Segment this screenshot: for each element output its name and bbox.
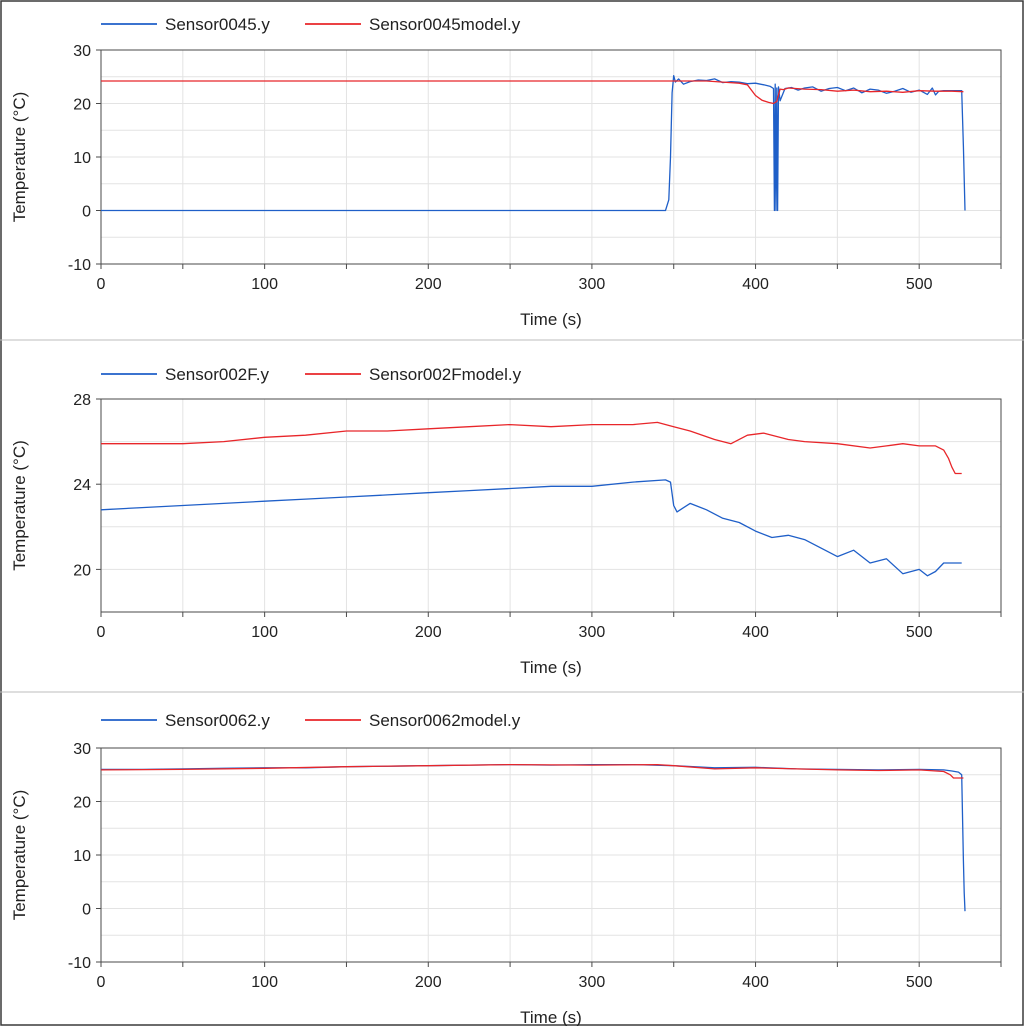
x-tick-label: 0 xyxy=(97,974,106,991)
plot-border xyxy=(100,398,1002,613)
x-tick-label: 300 xyxy=(579,276,606,293)
x-tick-label: 0 xyxy=(97,276,106,293)
x-tick-label: 500 xyxy=(906,624,933,641)
y-tick-label: 20 xyxy=(73,795,91,812)
y-tick-label: 10 xyxy=(73,150,91,167)
legend-label-2: Sensor002Fmodel.y xyxy=(369,365,522,384)
legend-label-1: Sensor0045.y xyxy=(165,15,270,34)
x-tick-label: 400 xyxy=(742,624,769,641)
x-axis-label: Time (s) xyxy=(520,658,582,677)
y-axis-label: Temperature (°C) xyxy=(10,92,29,223)
x-axis-label: Time (s) xyxy=(520,1008,582,1026)
x-tick-label: 100 xyxy=(251,974,278,991)
x-tick-label: 400 xyxy=(742,974,769,991)
legend-label-2: Sensor0045model.y xyxy=(369,15,521,34)
legend-label-1: Sensor002F.y xyxy=(165,365,269,384)
legend-label-2: Sensor0062model.y xyxy=(369,711,521,730)
legend-label-1: Sensor0062.y xyxy=(165,711,270,730)
x-tick-label: 0 xyxy=(97,624,106,641)
y-tick-label: -10 xyxy=(68,257,91,274)
plot-area xyxy=(101,399,1001,612)
y-tick-label: 10 xyxy=(73,848,91,865)
x-tick-label: 100 xyxy=(251,276,278,293)
x-tick-label: 400 xyxy=(742,276,769,293)
series-line-2 xyxy=(101,80,964,105)
x-tick-label: 500 xyxy=(906,974,933,991)
y-tick-label: 20 xyxy=(73,97,91,114)
x-tick-label: 200 xyxy=(415,276,442,293)
y-tick-label: 20 xyxy=(73,562,91,579)
x-tick-label: 200 xyxy=(415,974,442,991)
x-tick-label: 100 xyxy=(251,624,278,641)
series-line-2 xyxy=(101,421,962,475)
x-tick-label: 200 xyxy=(415,624,442,641)
y-tick-label: 30 xyxy=(73,43,91,60)
y-tick-label: 28 xyxy=(73,392,91,409)
x-tick-label: 300 xyxy=(579,974,606,991)
x-axis-label: Time (s) xyxy=(520,310,582,329)
y-tick-label: -10 xyxy=(68,955,91,972)
x-tick-label: 300 xyxy=(579,624,606,641)
y-axis-label: Temperature (°C) xyxy=(10,790,29,921)
series-line-2 xyxy=(100,763,964,779)
y-tick-label: 30 xyxy=(73,741,91,758)
y-tick-label: 0 xyxy=(82,204,91,221)
chart-panel-3: 0 100 200 300 400 500 -10 0 10 20 30 Time (s) Temper… xyxy=(10,711,1002,1026)
y-tick-label: 24 xyxy=(73,477,91,494)
y-axis-label: Temperature (°C) xyxy=(10,440,29,571)
series-line-1 xyxy=(100,479,962,577)
x-tick-label: 500 xyxy=(906,276,933,293)
chart-panel-2: 0 100 200 300 400 500 20 24 28 Time (s) Temperatur… xyxy=(10,365,1002,677)
y-tick-label: 0 xyxy=(82,902,91,919)
chart-panel-1: 0 100 200 300 400 500 -10 0 10 20 30 Time (s) Temper… xyxy=(10,15,1002,329)
